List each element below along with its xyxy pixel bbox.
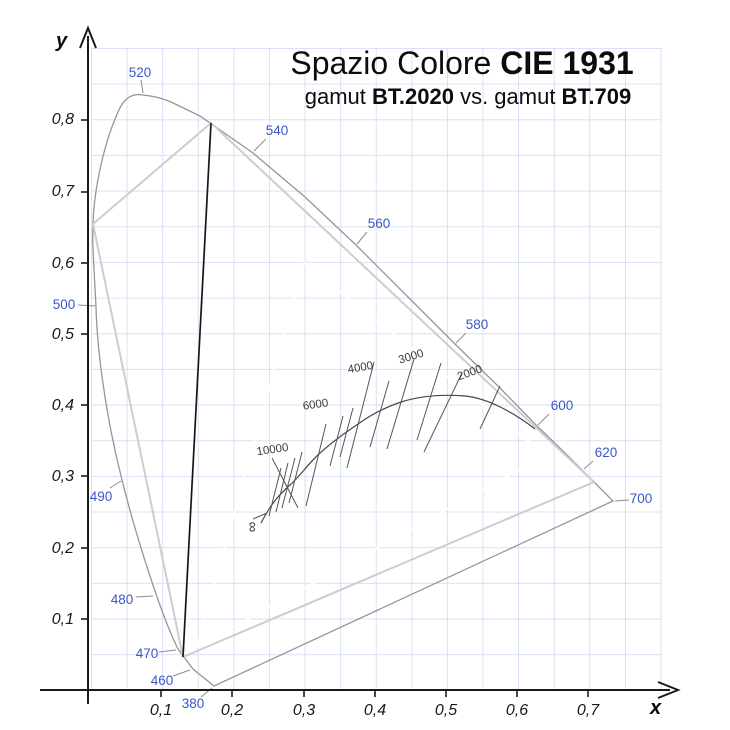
isotherm-tick (346, 361, 375, 469)
wavelength-label-620: 620 (595, 445, 618, 460)
subtitle-bt2020: BT.2020 (372, 84, 454, 109)
wavelength-label-520: 520 (129, 65, 152, 80)
x-tick-label: 0,1 (150, 702, 172, 719)
y-axis-label: y (55, 30, 68, 52)
wavelength-tick (77, 304, 96, 307)
wavelength-tick (356, 231, 368, 245)
wavelength-label-470: 470 (136, 646, 159, 661)
y-tick-labels: 0,1 0,2 0,3 0,4 0,5 0,6 0,7 0,8 (52, 111, 75, 628)
planck-label-3000: 3000 (397, 348, 425, 367)
x-tick-label: 0,3 (293, 702, 315, 719)
isotherm-tick (275, 462, 289, 513)
y-tick-label: 0,4 (52, 397, 74, 414)
x-tick-labels: 0,1 0,2 0,3 0,4 0,5 0,6 0,7 (150, 702, 600, 719)
wavelength-tick (455, 332, 467, 344)
isotherm-tick (339, 407, 354, 458)
wavelength-tick (537, 413, 550, 426)
wavelength-label-480: 480 (111, 592, 134, 607)
y-tick-label: 0,3 (52, 468, 74, 485)
wavelength-label-700: 700 (630, 491, 653, 506)
x-tick-label: 0,5 (435, 702, 457, 719)
isotherm-tick (479, 385, 501, 430)
bt709-gamut-triangle (195, 261, 548, 650)
wavelength-label-540: 540 (266, 123, 289, 138)
wavelength-tick (135, 595, 154, 598)
x-tick-label: 0,7 (577, 702, 600, 719)
axes (40, 25, 681, 704)
isotherm-tick (369, 380, 390, 448)
x-tick-label: 0,4 (364, 702, 386, 719)
page-subtitle: gamut BT.2020 vs. gamut BT.709 (305, 84, 632, 109)
wavelength-tick (253, 138, 267, 152)
y-tick-marks (81, 119, 88, 620)
wavelength-tick (140, 79, 144, 94)
planck-label-4000: 4000 (347, 360, 374, 376)
subtitle-part: gamut (305, 84, 372, 109)
wavelength-label-500: 500 (53, 297, 76, 312)
x-axis-label: x (649, 697, 662, 719)
bt2020-green-blue-edge (182, 122, 212, 658)
isotherm-tick (268, 467, 282, 517)
wavelength-tick (614, 499, 630, 502)
wavelength-label-490: 490 (90, 489, 113, 504)
y-tick-label: 0,2 (52, 540, 74, 557)
isotherm-tick (288, 451, 303, 504)
wavelength-connectors (77, 79, 630, 698)
isotherm-tick (271, 457, 299, 509)
isotherm-tick (423, 372, 463, 453)
subtitle-part: vs. gamut (454, 84, 562, 109)
bt2020-gamut-triangle (181, 120, 596, 659)
planck-label-infinity: ∞ (244, 522, 261, 533)
isotherm-tick (281, 457, 296, 509)
wavelength-label-380: 380 (182, 696, 205, 711)
y-axis-arrow (79, 25, 97, 49)
wavelength-tick (583, 460, 594, 470)
page-title: Spazio Colore CIE 1931 (290, 45, 633, 81)
y-tick-label: 0,6 (52, 255, 74, 272)
y-tick-label: 0,8 (52, 111, 74, 128)
locus-chord-lines (91, 122, 212, 658)
wavelength-label-460: 460 (151, 673, 174, 688)
wavelength-label-580: 580 (466, 317, 489, 332)
x-axis-arrow (657, 681, 681, 699)
wavelength-labels: 520 540 560 580 600 620 700 500 490 480 … (53, 65, 653, 711)
isotherm-tick (252, 512, 268, 520)
planckian-locus-curve (260, 394, 536, 524)
planck-label-2000: 2000 (456, 363, 484, 383)
x-tick-label: 0,2 (221, 702, 243, 719)
y-tick-label: 0,7 (52, 183, 75, 200)
isotherm-tick (329, 415, 344, 467)
title-bold: CIE 1931 (500, 45, 633, 81)
wavelength-label-560: 560 (368, 216, 391, 231)
isotherm-tick (386, 358, 415, 450)
planck-label-10000: 10000 (256, 442, 289, 458)
x-tick-marks (160, 690, 589, 697)
isotherm-tick (416, 362, 442, 441)
planck-label-6000: 6000 (302, 397, 329, 412)
planck-temperature-labels: 10000 6000 4000 3000 2000 ∞ (244, 348, 484, 533)
isotherm-tick (305, 423, 327, 507)
subtitle-bt709: BT.709 (562, 84, 632, 109)
x-tick-label: 0,6 (506, 702, 528, 719)
y-tick-label: 0,5 (52, 326, 74, 343)
wavelength-tick (172, 669, 191, 677)
wavelength-label-600: 600 (551, 398, 574, 413)
planck-isotherm-ticks (252, 358, 501, 520)
wavelength-tick (158, 649, 177, 653)
wavelength-tick (109, 480, 122, 489)
title-regular: Spazio Colore (290, 45, 500, 81)
y-tick-label: 0,1 (52, 611, 74, 628)
